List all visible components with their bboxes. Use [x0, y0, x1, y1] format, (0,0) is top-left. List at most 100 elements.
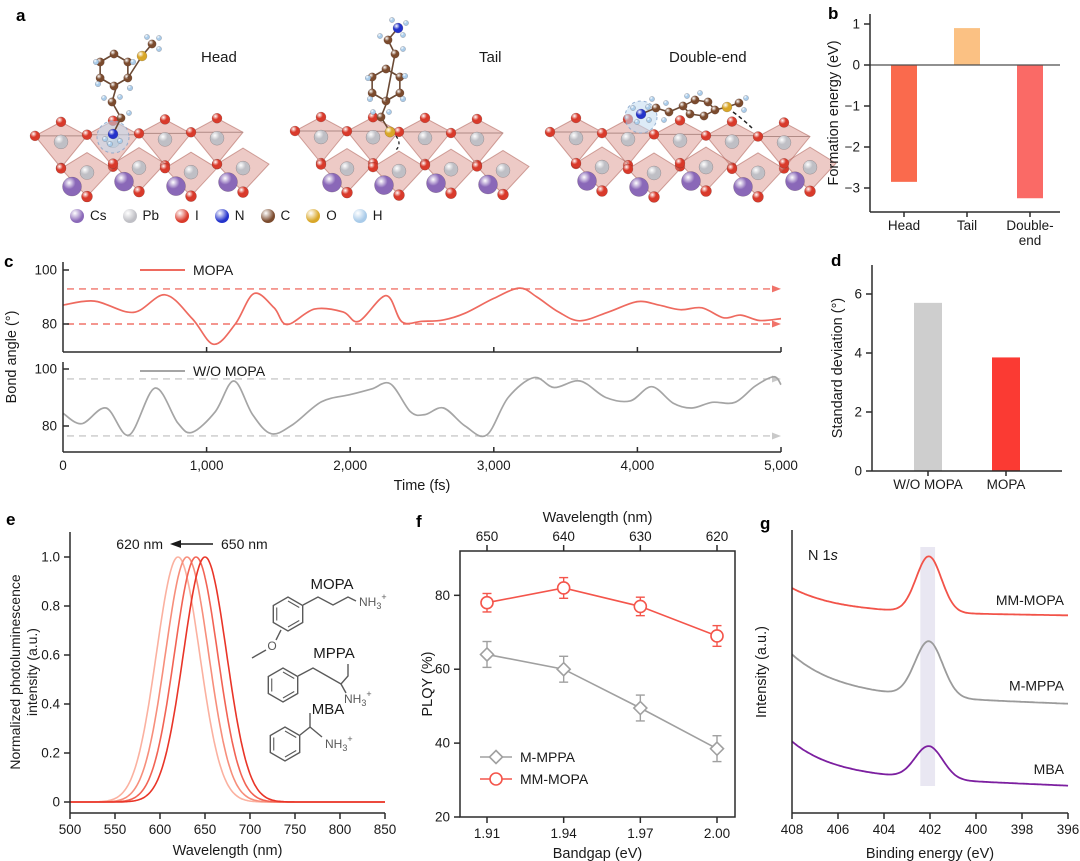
f-xtick-label: 1.97 — [627, 826, 653, 841]
atom-i — [159, 114, 171, 125]
d-xtick-label: MOPA — [987, 477, 1026, 492]
atom-i — [445, 127, 457, 139]
molecule-sketch-mppa: MPPA NH3+ — [267, 645, 372, 708]
atom-c — [367, 88, 377, 98]
atom-i — [55, 163, 67, 174]
atom-pb — [417, 130, 433, 146]
b-ytick-label: −1 — [845, 99, 860, 114]
atom-pb — [443, 161, 459, 177]
c-xtick-label: 0 — [59, 458, 67, 473]
f-legend-label-mm-mopa: MM-MOPA — [520, 771, 589, 787]
atom-cs — [62, 176, 82, 197]
atom-i — [596, 127, 608, 139]
panel-letter-a: a — [16, 6, 26, 25]
atom-h — [366, 95, 374, 103]
atom-i — [445, 187, 457, 199]
atom-c — [734, 98, 744, 108]
atom-i — [237, 186, 249, 198]
atom-c — [95, 73, 105, 83]
e-annotation-620: 620 nm — [116, 536, 163, 552]
diamond-marker — [488, 749, 504, 765]
atom-pb — [620, 131, 636, 147]
atom-i — [419, 159, 431, 171]
b-ytick-label: −3 — [845, 181, 860, 196]
atom-h — [156, 46, 162, 52]
atom-cs — [218, 172, 238, 192]
atom-cs — [681, 171, 701, 191]
c-ylabel: Bond angle (°) — [4, 311, 20, 404]
chart-b-formation-energy: 1 0 −1 −2 −3 Head Tail Double-end Formation ener… — [826, 14, 1060, 248]
f-ytick-label: 60 — [435, 662, 450, 677]
atom-c — [116, 113, 126, 123]
atom-pb — [698, 159, 714, 175]
d-ytick-label: 0 — [854, 464, 862, 479]
c-subplot-wo-mopa: 80 100 W/O MOPA — [34, 362, 782, 453]
f-xtick-label: 1.94 — [551, 826, 578, 841]
atom-i — [289, 125, 301, 137]
atom-cs — [785, 171, 805, 192]
atom-h — [126, 84, 134, 92]
c-series-label: MOPA — [193, 262, 234, 278]
g-xtick-label: 400 — [965, 822, 988, 837]
atom-i — [674, 157, 686, 169]
b-ytick-label: −2 — [845, 140, 860, 155]
f-ytick-label: 40 — [435, 736, 450, 751]
legend-element-label: N — [234, 208, 245, 223]
atom-i — [315, 159, 327, 170]
diamond-marker — [632, 700, 648, 716]
g-annotation-n1s: N 1s — [808, 548, 838, 564]
e-pl-curve-640nm — [70, 556, 385, 803]
atom-i — [544, 126, 556, 138]
b-xtick-label: Tail — [957, 218, 977, 233]
atom-i — [159, 162, 171, 174]
g-ylabel: Intensity (a.u.) — [754, 626, 770, 718]
atom-h — [646, 117, 652, 123]
atom-cs — [733, 177, 753, 197]
chart-c-bond-angle: 80 100 MOPA 80 100 W/O MOPA 0 1,000 2,000 3,000 4,… — [4, 262, 798, 494]
atom-cs — [114, 171, 134, 192]
c-ytick-label: 100 — [34, 362, 57, 377]
legend-item-o: O — [306, 208, 337, 223]
perovskite-slab — [544, 112, 837, 203]
circle-marker — [489, 772, 503, 786]
atom-c — [390, 49, 400, 59]
atom-i — [133, 185, 145, 198]
atom-i — [622, 163, 634, 175]
c-series-label: W/O MOPA — [193, 363, 266, 379]
bar-mopa — [992, 357, 1020, 471]
structure-title-double-end: Double-end — [669, 49, 747, 66]
g-curve-mm-mopa — [791, 555, 1068, 617]
atom-h — [144, 34, 150, 40]
b-xtick-label: end — [1019, 233, 1042, 248]
left-arrow-icon — [170, 540, 181, 548]
atom-i — [570, 112, 582, 124]
atom-h — [399, 95, 407, 103]
g-curve-mba — [791, 740, 1069, 787]
atom-pb — [495, 163, 511, 178]
f-top-xlabel: Wavelength (nm) — [543, 510, 653, 526]
c-subplot-mopa: 80 100 MOPA — [34, 262, 782, 353]
atom-i — [497, 188, 509, 201]
e-xlabel: Wavelength (nm) — [173, 843, 283, 859]
e-xtick-label: 750 — [284, 822, 307, 837]
atom-c — [107, 97, 117, 107]
atom-c — [690, 95, 700, 105]
atom-c — [703, 97, 713, 107]
atom-cs — [426, 173, 446, 193]
d-ylabel: Standard deviation (°) — [830, 298, 846, 438]
panel-letter-g: g — [760, 514, 771, 533]
atom-c — [383, 35, 393, 45]
legend-item-cs: Cs — [70, 208, 107, 223]
atom-h — [634, 119, 640, 125]
f-series-m-mppa — [479, 640, 725, 763]
legend-item-i: I — [175, 208, 199, 223]
legend-element-label: I — [195, 208, 199, 223]
molecule-double-end — [624, 90, 753, 134]
bar-w-o-mopa — [914, 302, 942, 471]
atom-i — [804, 185, 816, 198]
chart-e-pl-spectra: 500 550 600 650 700 750 800 850 0 0.2 0.4 0.6 0.8 1.0… — [7, 532, 396, 859]
legend-item-pb: Pb — [122, 208, 159, 223]
structure-title-head: Head — [201, 49, 237, 66]
atom-i — [185, 190, 197, 202]
molecule-head — [92, 34, 162, 154]
